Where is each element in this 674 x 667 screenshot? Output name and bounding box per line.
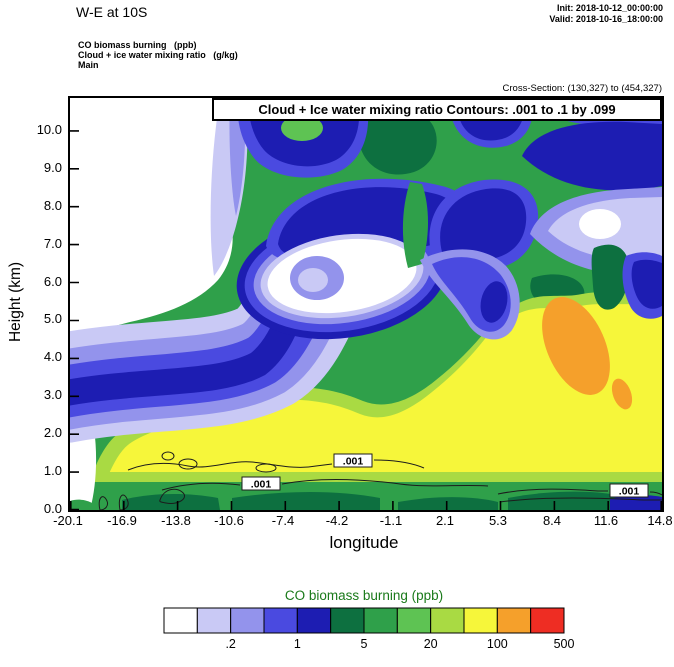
region-top-green-spot xyxy=(281,115,323,141)
xtick-8: 5.3 xyxy=(488,513,508,528)
region-edge-navy xyxy=(631,259,662,309)
ytick-1: 1.0 xyxy=(43,463,62,478)
xtick-0: -20.1 xyxy=(53,513,83,528)
region-west-surface-sliver xyxy=(70,499,92,510)
colorbar-labels: .2 1 5 20 100 500 xyxy=(225,637,574,651)
region-descend-navy-tip xyxy=(480,281,508,323)
y-axis-title-text: Height (km) xyxy=(7,262,24,342)
region-ne-navy-band xyxy=(522,121,662,191)
x-axis-ticks xyxy=(70,501,662,510)
colorbar-label-1: 1 xyxy=(294,637,301,651)
colorbar-label-3: 20 xyxy=(424,637,438,651)
region-surface-lightgreen xyxy=(70,472,662,482)
region-surface-dark-1 xyxy=(122,494,220,510)
colorbar-box-2 xyxy=(230,607,265,634)
cloud-contour-lines xyxy=(98,451,662,510)
contour-info-box: Cloud + Ice water mixing ratio Contours:… xyxy=(212,98,662,121)
xtick-10: 11.6 xyxy=(593,513,619,528)
colorbar-box-7 xyxy=(396,607,432,634)
xtick-4: -7.4 xyxy=(271,513,295,528)
region-white-upper-west xyxy=(70,98,233,338)
xtick-2: -13.8 xyxy=(161,513,191,528)
ytick-6: 6.0 xyxy=(43,274,62,289)
ytick-2: 2.0 xyxy=(43,425,62,440)
field-label-main: Main xyxy=(78,60,99,70)
x-axis-title: longitude xyxy=(329,533,399,552)
contour-label-box-2 xyxy=(241,476,281,491)
colorbar: CO biomass burning (ppb) .2 1 5 20 100 5… xyxy=(163,588,574,651)
eye-comma-lavender xyxy=(298,268,328,292)
plot-frame: .001 .001 .001 Cloud + Ice water mixing … xyxy=(68,96,664,512)
ytick-5: 5.0 xyxy=(43,311,62,326)
region-east-navy-mass xyxy=(440,188,527,262)
colorbar-label-4: 100 xyxy=(487,637,508,651)
xtick-7: 2.1 xyxy=(435,513,455,528)
field-label-cloud: Cloud + ice water mixing ratio (g/kg) xyxy=(78,50,238,60)
contour-label-1: .001 xyxy=(343,456,364,468)
colorbar-label-5: 500 xyxy=(554,637,575,651)
colorbar-box-11 xyxy=(530,607,565,634)
ytick-0: 0.0 xyxy=(43,501,62,516)
contour-label-2: .001 xyxy=(251,479,272,491)
cross-section-label: Cross-Section: (130,327) to (454,327) xyxy=(502,83,662,94)
ytick-8: 8.0 xyxy=(43,198,62,213)
region-surface-dark-2 xyxy=(232,492,380,510)
contour-label-box-3 xyxy=(609,483,649,498)
init-time: Init: 2018-10-12_00:00:00 xyxy=(556,3,663,13)
contour-plot: .001 .001 .001 xyxy=(70,98,662,510)
region-surface-dark-4 xyxy=(508,491,630,510)
region-surface-dark-3 xyxy=(398,497,498,510)
colorbar-box-3 xyxy=(263,607,298,634)
cloud-contour-labels: .001 .001 .001 xyxy=(241,453,649,498)
region-orange-max xyxy=(542,297,610,395)
ytick-3: 3.0 xyxy=(43,387,62,402)
field-label-co: CO biomass burning (ppb) xyxy=(78,40,197,50)
xtick-5: -4.2 xyxy=(325,513,349,528)
colorbar-box-8 xyxy=(430,607,465,634)
colorbar-box-4 xyxy=(296,607,332,634)
page-title: W-E at 10S xyxy=(76,4,148,20)
xtick-9: 8.4 xyxy=(542,513,562,528)
colorbar-box-6 xyxy=(363,607,398,634)
colorbar-box-0 xyxy=(163,607,198,634)
region-darkgreen-top xyxy=(358,106,437,175)
ytick-10: 10.0 xyxy=(36,122,62,137)
band-west-navy xyxy=(70,293,307,406)
colorbar-label-2: 5 xyxy=(361,637,368,651)
valid-time: Valid: 2018-10-16_18:00:00 xyxy=(549,14,663,24)
region-east-white-core xyxy=(579,209,621,239)
ytick-9: 9.0 xyxy=(43,160,62,175)
region-orange-small xyxy=(611,378,633,410)
colorbar-box-10 xyxy=(496,607,532,634)
ytick-4: 4.0 xyxy=(43,349,62,364)
xtick-6: -1.1 xyxy=(379,513,403,528)
colorbar-box-1 xyxy=(196,607,232,634)
colorbar-label-0: .2 xyxy=(225,637,235,651)
y-axis-title: Height (km) xyxy=(7,262,24,342)
xtick-11: 14.8 xyxy=(647,513,673,528)
xtick-3: -10.6 xyxy=(214,513,244,528)
region-yellow-plume xyxy=(108,300,662,494)
colorbar-title: CO biomass burning (ppb) xyxy=(285,588,443,603)
y-axis-ticks xyxy=(70,130,79,510)
region-green-streak xyxy=(402,182,428,268)
contour-label-3: .001 xyxy=(619,486,640,498)
colorbar-boxes xyxy=(163,607,565,634)
region-edge-teal xyxy=(591,244,629,310)
ytick-7: 7.0 xyxy=(43,236,62,251)
xtick-1: -16.9 xyxy=(107,513,137,528)
contour-label-box-1 xyxy=(333,453,373,468)
colorbar-box-9 xyxy=(463,607,498,634)
colorbar-box-5 xyxy=(330,607,365,634)
